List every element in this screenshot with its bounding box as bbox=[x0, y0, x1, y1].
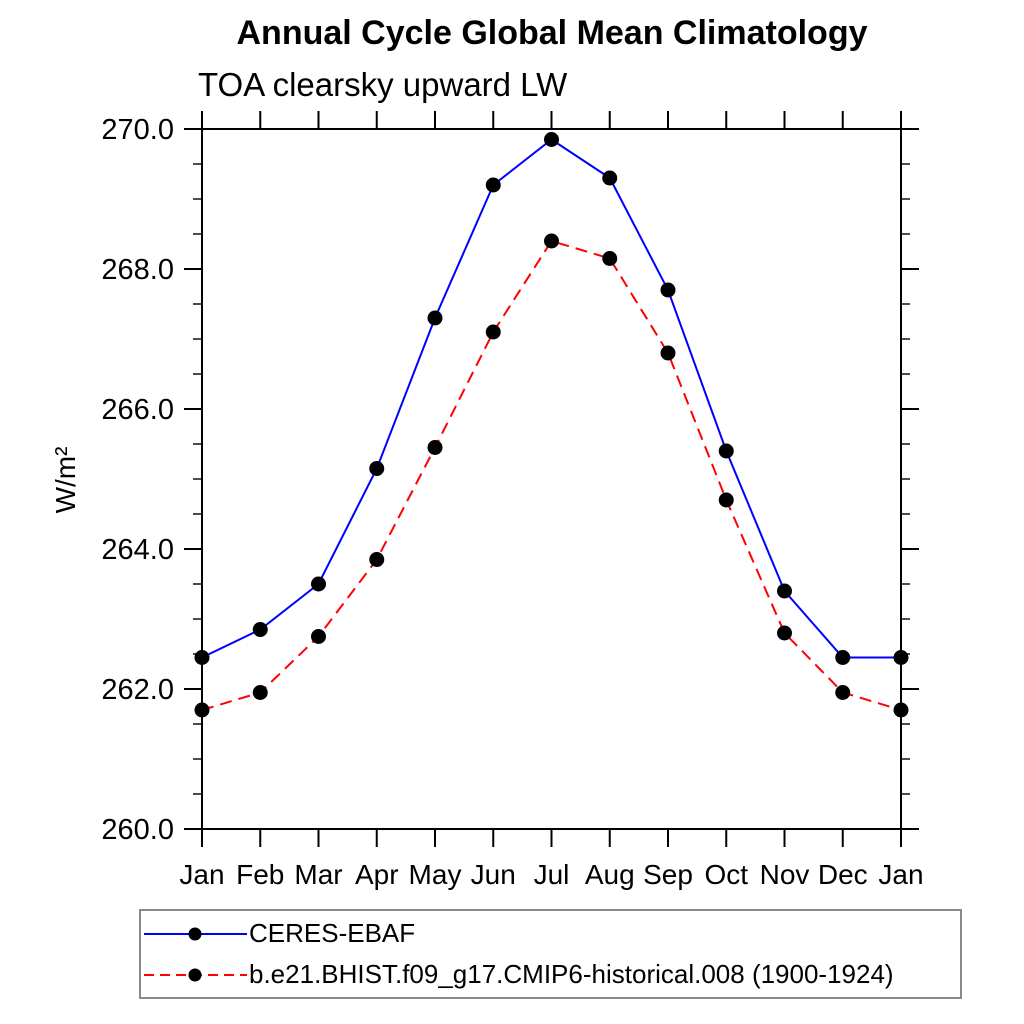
legend-label: CERES-EBAF bbox=[249, 918, 416, 948]
chart-title: Annual Cycle Global Mean Climatology bbox=[236, 14, 868, 52]
data-point bbox=[660, 345, 676, 361]
x-tick-label: Jan bbox=[179, 859, 224, 890]
data-point bbox=[893, 702, 909, 718]
x-tick-label: Dec bbox=[818, 859, 868, 890]
legend-line-sample bbox=[144, 968, 247, 981]
legend-box: CERES-EBAF b.e21.BHIST.f09_g17.CMIP6-hist… bbox=[139, 909, 962, 999]
data-point bbox=[777, 583, 792, 599]
y-tick-label: 262.0 bbox=[101, 674, 174, 706]
y-tick-label: 260.0 bbox=[101, 814, 174, 846]
data-point bbox=[427, 440, 443, 455]
data-point bbox=[835, 685, 851, 700]
data-point bbox=[718, 443, 734, 459]
data-point bbox=[718, 492, 734, 508]
data-point bbox=[194, 650, 210, 665]
data-point bbox=[835, 650, 851, 665]
y-tick-label: 266.0 bbox=[101, 394, 174, 426]
data-point bbox=[485, 324, 501, 340]
x-tick-label: Oct bbox=[704, 859, 748, 890]
data-point bbox=[252, 622, 268, 637]
chart-subtitle: TOA clearsky upward LW bbox=[198, 66, 568, 103]
legend-row: CERES-EBAF bbox=[144, 917, 960, 951]
x-tick-label: Nov bbox=[760, 859, 810, 890]
data-point bbox=[602, 170, 618, 186]
x-tick-label: Jul bbox=[534, 859, 570, 890]
x-tick-label: Apr bbox=[355, 859, 399, 890]
data-point bbox=[777, 625, 792, 641]
data-point bbox=[427, 310, 443, 326]
legend-row: b.e21.BHIST.f09_g17.CMIP6-historical.008… bbox=[144, 958, 960, 992]
data-point bbox=[544, 132, 559, 147]
series-line bbox=[201, 239, 902, 711]
data-point bbox=[311, 576, 326, 592]
y-tick-label: 264.0 bbox=[101, 534, 174, 566]
data-point bbox=[369, 552, 385, 567]
x-tick-label: Jun bbox=[471, 859, 516, 890]
legend-label: b.e21.BHIST.f09_g17.CMIP6-historical.008… bbox=[249, 959, 894, 989]
x-tick-label: Mar bbox=[294, 859, 342, 890]
data-point bbox=[311, 629, 326, 644]
data-point bbox=[544, 233, 559, 249]
data-point bbox=[252, 685, 268, 700]
data-point bbox=[369, 461, 385, 476]
legend-marker-dot bbox=[188, 927, 202, 940]
x-tick-label: Aug bbox=[585, 859, 635, 890]
data-point bbox=[602, 251, 618, 266]
data-point bbox=[485, 177, 501, 193]
x-tick-label: Jan bbox=[878, 859, 923, 890]
x-tick-label: Sep bbox=[643, 859, 693, 890]
y-tick-label: 270.0 bbox=[101, 114, 174, 146]
y-tick-label: 268.0 bbox=[101, 254, 174, 286]
x-tick-label: Feb bbox=[236, 859, 284, 890]
series-line bbox=[201, 138, 901, 659]
data-point bbox=[893, 650, 909, 665]
data-point bbox=[194, 702, 210, 718]
data-point bbox=[660, 282, 676, 298]
legend-line-sample bbox=[144, 927, 247, 940]
x-tick-label: May bbox=[409, 859, 462, 890]
legend-marker-dot bbox=[188, 968, 202, 981]
